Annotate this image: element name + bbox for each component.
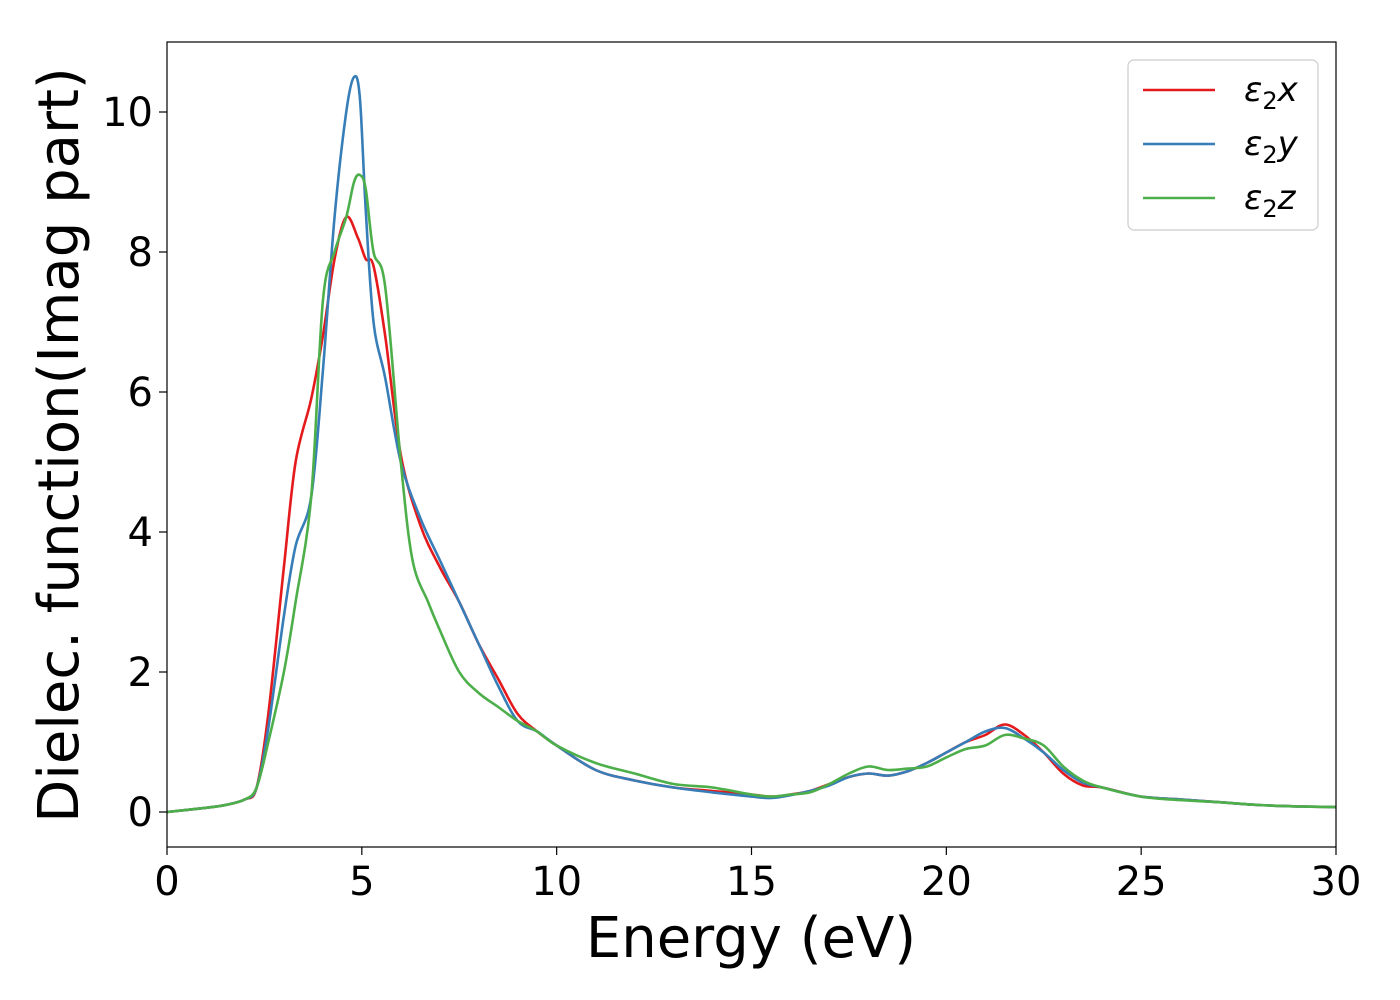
x-axis: 0 5 10 15 20 25 30 <box>154 847 1361 905</box>
y-axis-title: Dielec. function(Imag part) <box>27 67 92 823</box>
legend-label-y: ε2y <box>1244 124 1299 169</box>
series-layer <box>166 74 1337 814</box>
y-tick-label: 10 <box>102 90 153 136</box>
y-tick-label: 2 <box>128 650 153 696</box>
y-tick-label: 6 <box>128 370 153 416</box>
y-tick-label: 8 <box>128 230 153 276</box>
y-tick-label: 0 <box>128 790 153 836</box>
legend: ε2x ε2y ε2z <box>1127 59 1319 231</box>
legend-label-x: ε2x <box>1244 70 1299 115</box>
x-tick-label: 25 <box>1116 859 1167 905</box>
x-axis-title: Energy (eV) <box>586 906 916 971</box>
legend-label-z: ε2z <box>1244 178 1297 223</box>
legend-box <box>1127 59 1319 231</box>
y-tick-label: 4 <box>128 510 153 556</box>
series-line-y <box>166 74 1337 814</box>
x-tick-label: 15 <box>726 859 777 905</box>
x-tick-label: 20 <box>921 859 972 905</box>
x-tick-label: 10 <box>531 859 582 905</box>
x-tick-label: 0 <box>154 859 179 905</box>
series-line-z <box>166 173 1337 814</box>
y-axis: 0 2 4 6 8 10 <box>102 90 167 836</box>
x-tick-label: 30 <box>1311 859 1362 905</box>
x-tick-label: 5 <box>349 859 374 905</box>
